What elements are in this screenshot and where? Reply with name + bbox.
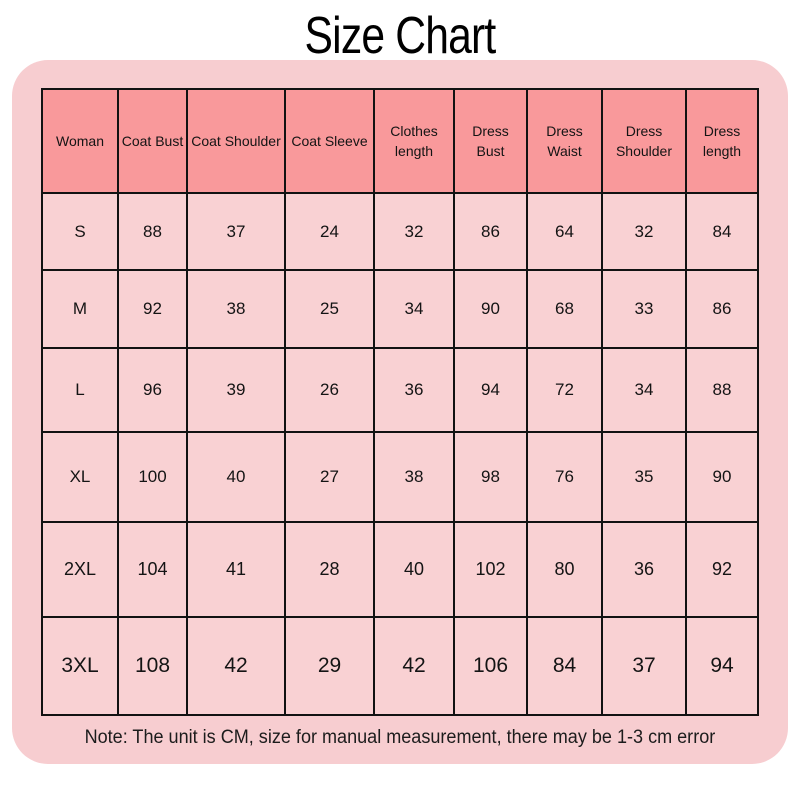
note-text-label: Note: The unit is CM, size for manual me… [84, 727, 716, 748]
table-row: L 96 39 26 36 94 72 34 88 [41, 347, 759, 433]
value-cell: 37 [601, 616, 687, 716]
value-cell: 76 [526, 431, 603, 523]
value-cell: 84 [526, 616, 603, 716]
value-cell: 42 [373, 616, 455, 716]
value-cell: 96 [117, 347, 188, 433]
size-label-cell: XL [41, 431, 119, 523]
table-body: S 88 37 24 32 86 64 32 84 M 92 38 25 34 90 68 33 86 L 96 39 2… [41, 192, 759, 716]
value-cell: 35 [601, 431, 687, 523]
value-cell: 108 [117, 616, 188, 716]
column-header: Dress Shoulder [601, 88, 687, 194]
value-cell: 40 [373, 521, 455, 618]
size-chart-card: Woman Coat Bust Coat Shoulder Coat Sleeve Cl… [12, 60, 788, 764]
value-cell: 37 [186, 192, 286, 271]
table-row: S 88 37 24 32 86 64 32 84 [41, 192, 759, 271]
value-cell: 88 [117, 192, 188, 271]
value-cell: 42 [186, 616, 286, 716]
value-cell: 32 [373, 192, 455, 271]
value-cell: 40 [186, 431, 286, 523]
value-cell: 106 [453, 616, 528, 716]
value-cell: 34 [601, 347, 687, 433]
page-title: Size Chart [304, 7, 497, 65]
value-cell: 25 [284, 269, 375, 349]
column-header: Woman [41, 88, 119, 194]
value-cell: 102 [453, 521, 528, 618]
value-cell: 80 [526, 521, 603, 618]
column-header: Coat Sleeve [284, 88, 375, 194]
value-cell: 104 [117, 521, 188, 618]
column-header: Coat Shoulder [186, 88, 286, 194]
value-cell: 38 [373, 431, 455, 523]
size-chart-table: Woman Coat Bust Coat Shoulder Coat Sleeve Cl… [41, 88, 759, 716]
size-label-cell: 3XL [41, 616, 119, 716]
value-cell: 72 [526, 347, 603, 433]
column-header: Clothes length [373, 88, 455, 194]
value-cell: 94 [453, 347, 528, 433]
value-cell: 32 [601, 192, 687, 271]
size-label-cell: S [41, 192, 119, 271]
value-cell: 68 [526, 269, 603, 349]
value-cell: 39 [186, 347, 286, 433]
size-label-cell: 2XL [41, 521, 119, 618]
column-header: Dress Bust [453, 88, 528, 194]
table-row: 3XL 108 42 29 42 106 84 37 94 [41, 616, 759, 716]
value-cell: 94 [685, 616, 759, 716]
value-cell: 86 [453, 192, 528, 271]
value-cell: 27 [284, 431, 375, 523]
value-cell: 90 [453, 269, 528, 349]
value-cell: 38 [186, 269, 286, 349]
value-cell: 34 [373, 269, 455, 349]
value-cell: 98 [453, 431, 528, 523]
size-label-cell: M [41, 269, 119, 349]
value-cell: 100 [117, 431, 188, 523]
value-cell: 86 [685, 269, 759, 349]
note-text: Note: The unit is CM, size for manual me… [12, 727, 788, 749]
table-row: 2XL 104 41 28 40 102 80 36 92 [41, 521, 759, 618]
column-header: Coat Bust [117, 88, 188, 194]
value-cell: 88 [685, 347, 759, 433]
value-cell: 92 [117, 269, 188, 349]
value-cell: 41 [186, 521, 286, 618]
table-row: XL 100 40 27 38 98 76 35 90 [41, 431, 759, 523]
column-header: Dress Waist [526, 88, 603, 194]
size-label-cell: L [41, 347, 119, 433]
table-header: Woman Coat Bust Coat Shoulder Coat Sleeve Cl… [41, 88, 759, 194]
value-cell: 84 [685, 192, 759, 271]
value-cell: 33 [601, 269, 687, 349]
value-cell: 64 [526, 192, 603, 271]
value-cell: 90 [685, 431, 759, 523]
value-cell: 24 [284, 192, 375, 271]
value-cell: 28 [284, 521, 375, 618]
value-cell: 92 [685, 521, 759, 618]
table-row: M 92 38 25 34 90 68 33 86 [41, 269, 759, 349]
value-cell: 36 [373, 347, 455, 433]
value-cell: 29 [284, 616, 375, 716]
header-row: Woman Coat Bust Coat Shoulder Coat Sleeve Cl… [41, 88, 759, 194]
column-header: Dress length [685, 88, 759, 194]
value-cell: 26 [284, 347, 375, 433]
value-cell: 36 [601, 521, 687, 618]
